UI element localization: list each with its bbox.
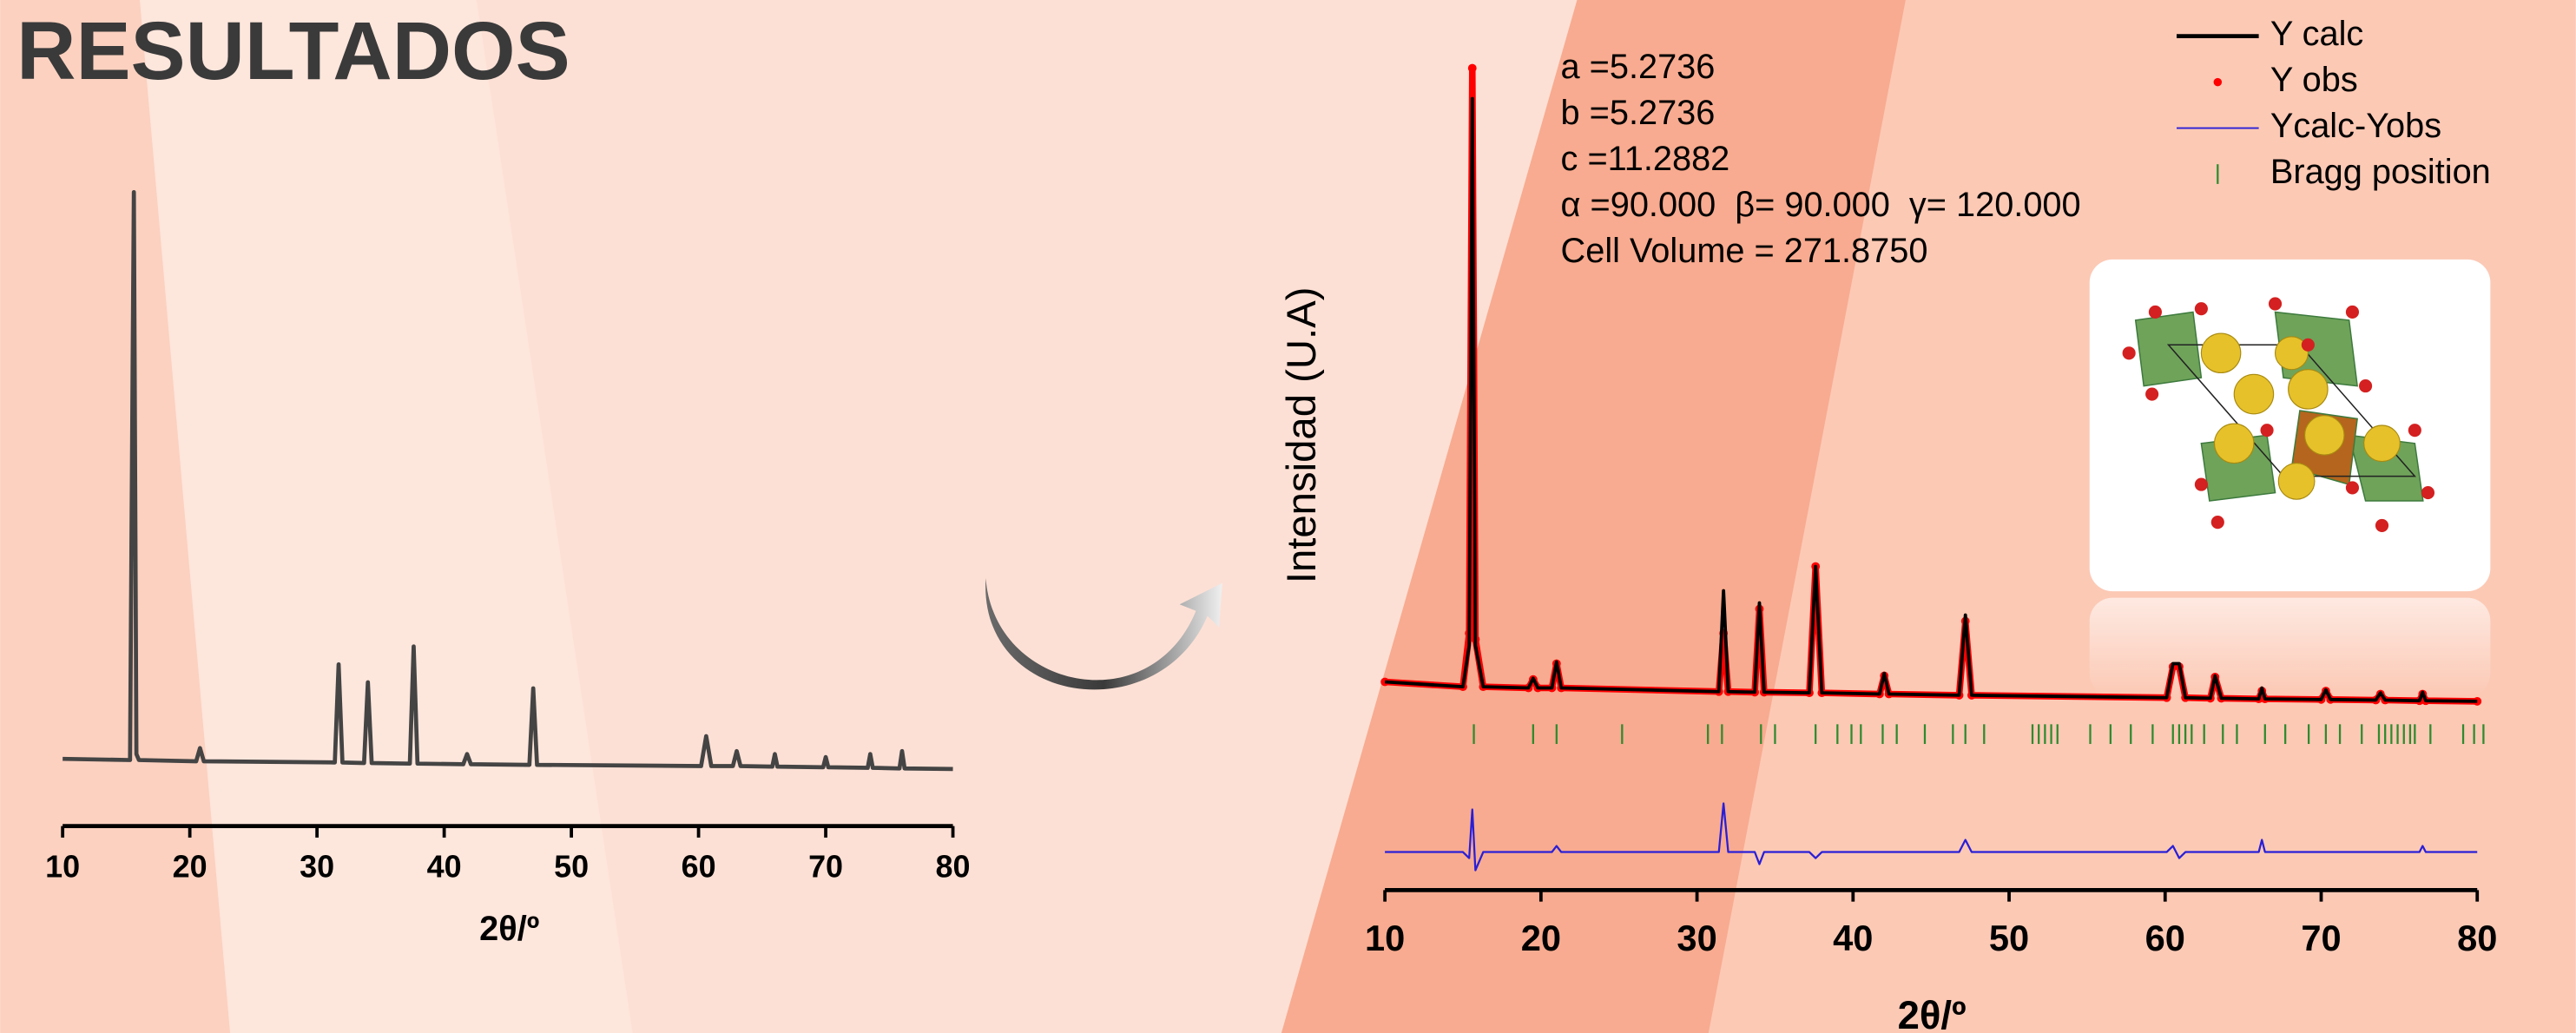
- legend-label: Ycalc-Yobs: [2270, 107, 2441, 145]
- data-line: [1385, 802, 2478, 872]
- legend-label: Y calc: [2270, 15, 2363, 53]
- x-tick-label: 80: [2457, 918, 2497, 958]
- x-tick-label: 60: [2145, 918, 2185, 958]
- x-tick-label: 30: [1677, 918, 1716, 958]
- charts: 10 20 30 40 50 60 70 80 2θ/º 10 20 30 40 50 60 70 80 2θ/º…: [45, 15, 2497, 1033]
- data-point: [2473, 696, 2482, 706]
- x-tick-label: 50: [554, 848, 589, 884]
- structure-reflection: [2089, 597, 2491, 697]
- slide-title: RESULTADOS: [16, 5, 570, 97]
- crystal-structure: [2089, 259, 2491, 697]
- rotate-arrow: [985, 577, 1222, 690]
- annotation: b =5.2736: [1561, 94, 1716, 132]
- annotation: a =5.2736: [1561, 48, 1716, 86]
- x-tick-label: 60: [682, 848, 716, 884]
- x-tick-label: 10: [1365, 918, 1405, 958]
- x-tick-label: 70: [2301, 918, 2341, 958]
- x-tick-label: 50: [1989, 918, 2029, 958]
- band: [140, 0, 633, 1033]
- x-axis-label: 2θ/º: [1898, 993, 1967, 1033]
- x-tick-label: 20: [1521, 918, 1561, 958]
- legend-label: Bragg position: [2270, 153, 2491, 191]
- data-line: [1385, 96, 2478, 703]
- band: [1281, 0, 1906, 1033]
- legend-label: Y obs: [2270, 61, 2358, 99]
- x-tick-label: 40: [427, 848, 462, 884]
- legend-symbol: [2213, 77, 2223, 87]
- annotation: c =11.2882: [1561, 140, 1730, 178]
- y-axis-label: Intensidad (U.A): [1279, 287, 1325, 584]
- x-tick-label: 80: [936, 848, 971, 884]
- band: [0, 0, 231, 1033]
- data-line: [63, 189, 953, 772]
- x-tick-label: 40: [1833, 918, 1873, 958]
- x-tick-label: 70: [808, 848, 843, 884]
- x-tick-label: 20: [173, 848, 208, 884]
- x-tick-label: 10: [45, 848, 80, 884]
- x-axis-label: 2θ/º: [479, 910, 539, 948]
- x-tick-label: 30: [300, 848, 334, 884]
- data-point: [1467, 63, 1477, 73]
- annotation: α =90.000 β= 90.000 γ= 120.000: [1561, 186, 2081, 224]
- annotation: Cell Volume = 271.8750: [1561, 232, 1928, 270]
